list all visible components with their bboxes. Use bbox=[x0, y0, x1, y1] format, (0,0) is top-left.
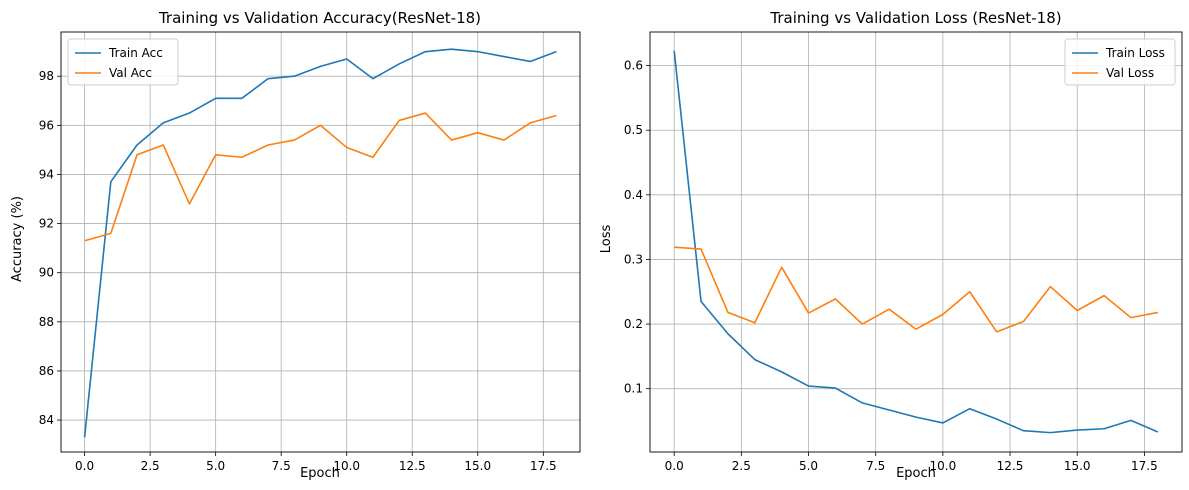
accuracy-y-tick-label: 84 bbox=[39, 413, 54, 427]
accuracy-y-tick-label: 94 bbox=[39, 167, 54, 181]
accuracy-chart: Training vs Validation Accuracy(ResNet-1… bbox=[10, 9, 581, 481]
loss-x-axis-label: Epoch bbox=[896, 466, 936, 481]
accuracy-y-tick-label: 88 bbox=[39, 315, 54, 329]
loss-legend-label: Val Loss bbox=[1106, 66, 1154, 80]
accuracy-y-tick-label: 92 bbox=[39, 217, 54, 231]
accuracy-y-tick-label: 86 bbox=[39, 364, 54, 378]
accuracy-series-line-val-acc bbox=[84, 112, 557, 242]
accuracy-x-tick-label: 7.5 bbox=[272, 459, 291, 473]
loss-x-tick-label: 17.5 bbox=[1131, 459, 1158, 473]
loss-y-axis-label: Loss bbox=[599, 225, 614, 254]
loss-x-tick-label: 12.5 bbox=[997, 459, 1024, 473]
accuracy-y-axis-label: Accuracy (%) bbox=[10, 196, 25, 282]
loss-axes-frame bbox=[649, 31, 1183, 453]
loss-x-tick-label: 2.5 bbox=[732, 459, 751, 473]
loss-x-tick-label: 15.0 bbox=[1064, 459, 1091, 473]
accuracy-y-tick-label: 98 bbox=[39, 69, 54, 83]
accuracy-x-tick-label: 2.5 bbox=[141, 459, 160, 473]
loss-y-tick-label: 0.1 bbox=[624, 382, 643, 396]
accuracy-x-tick-label: 10.0 bbox=[333, 459, 360, 473]
accuracy-series-line-train-acc bbox=[83, 48, 557, 438]
loss-y-tick-label: 0.3 bbox=[624, 252, 643, 266]
accuracy-x-tick-label: 17.5 bbox=[530, 459, 557, 473]
loss-y-tick-label: 0.2 bbox=[624, 317, 643, 331]
loss-y-tick-label: 0.5 bbox=[624, 123, 643, 137]
accuracy-y-tick-label: 96 bbox=[39, 118, 54, 132]
loss-series-line-train-loss bbox=[673, 50, 1159, 434]
accuracy-x-axis-label: Epoch bbox=[300, 466, 340, 481]
loss-x-tick-label: 10.0 bbox=[930, 459, 957, 473]
loss-chart-title: Training vs Validation Loss (ResNet-18) bbox=[769, 9, 1061, 27]
accuracy-legend-label: Train Acc bbox=[108, 46, 163, 60]
accuracy-x-tick-label: 0.0 bbox=[75, 459, 94, 473]
loss-legend: Train Loss Val Loss bbox=[1064, 38, 1176, 86]
loss-x-tick-label: 7.5 bbox=[866, 459, 885, 473]
accuracy-x-tick-label: 15.0 bbox=[464, 459, 491, 473]
loss-plot-area: 0.0 2.5 5.0 7.5 10.0 12.5 15.0 17.5 0.1 0.2 0.3 0.4… bbox=[624, 31, 1183, 473]
accuracy-y-tick-label: 90 bbox=[39, 266, 54, 280]
loss-series-line-val-loss bbox=[674, 246, 1158, 333]
accuracy-legend-label: Val Acc bbox=[109, 66, 152, 80]
loss-legend-label: Train Loss bbox=[1105, 46, 1165, 60]
accuracy-axes-frame bbox=[60, 31, 581, 453]
loss-y-tick-label: 0.4 bbox=[624, 188, 643, 202]
loss-x-tick-label: 5.0 bbox=[799, 459, 818, 473]
accuracy-chart-title: Training vs Validation Accuracy(ResNet-1… bbox=[158, 9, 481, 27]
accuracy-legend: Train Acc Val Acc bbox=[67, 38, 179, 86]
loss-y-tick-label: 0.6 bbox=[624, 59, 643, 73]
accuracy-plot-area: 0.0 2.5 5.0 7.5 10.0 12.5 15.0 17.5 84 86 88 90 92 94… bbox=[39, 31, 581, 473]
accuracy-x-tick-label: 12.5 bbox=[399, 459, 426, 473]
loss-x-tick-label: 0.0 bbox=[665, 459, 684, 473]
loss-chart: Training vs Validation Loss (ResNet-18) … bbox=[599, 9, 1183, 481]
accuracy-x-tick-label: 5.0 bbox=[206, 459, 225, 473]
